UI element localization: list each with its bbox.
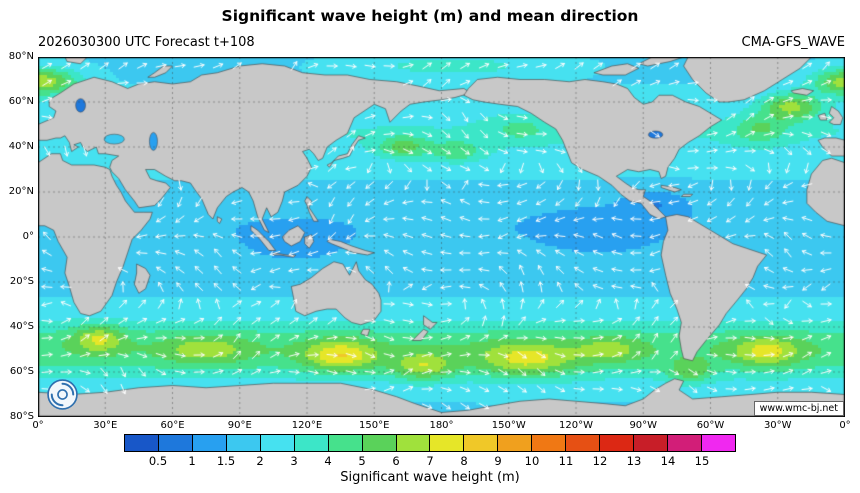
colorbar-segment — [192, 435, 227, 451]
colorbar-segment — [260, 435, 295, 451]
colorbar-segment — [362, 435, 397, 451]
colorbar-tick-label: 0.5 — [148, 454, 168, 468]
colorbar-segment — [634, 435, 668, 451]
colorbar: 0.5 1 1.5 2 3 4 5 6 7 8 9 10 11 12 13 14 15 Significant … — [124, 434, 736, 490]
lat-tick-label: 20°N — [8, 186, 34, 197]
lon-tick-label: 90°E — [227, 420, 252, 431]
lat-tick-label: 0° — [22, 231, 34, 242]
cma-logo — [47, 379, 78, 410]
colorbar-segment — [566, 435, 601, 451]
lon-tick-label: 60°E — [160, 420, 185, 431]
colorbar-tick-label: 8 — [460, 454, 468, 468]
colorbar-tick-label: 10 — [524, 454, 540, 468]
colorbar-segment — [464, 435, 499, 451]
watermark: www.wmc-bj.net — [753, 401, 844, 416]
colorbar-segment — [226, 435, 261, 451]
colorbar-segment — [532, 435, 567, 451]
colorbar-tick-label: 11 — [558, 454, 574, 468]
colorbar-segment — [701, 435, 735, 451]
model-name-label: CMA-GFS_WAVE — [741, 35, 845, 50]
lon-tick-label: 120°W — [559, 420, 593, 431]
colorbar-tick-label: 6 — [392, 454, 400, 468]
lon-tick-label: 90°W — [629, 420, 658, 431]
colorbar-swatches — [124, 434, 736, 452]
lon-tick-label: 150°E — [359, 420, 390, 431]
colorbar-tick-label: 14 — [660, 454, 676, 468]
map-area: www.wmc-bj.net — [38, 57, 845, 417]
colorbar-tick-label: 9 — [494, 454, 502, 468]
wave-height-map — [38, 57, 845, 417]
lat-tick-label: 40°S — [9, 321, 34, 332]
colorbar-caption: Significant wave height (m) — [340, 470, 520, 485]
colorbar-segment — [396, 435, 431, 451]
colorbar-segment — [430, 435, 465, 451]
colorbar-segment — [498, 435, 533, 451]
lon-tick-label: 30°E — [93, 420, 118, 431]
lon-tick-label: 120°E — [291, 420, 323, 431]
lat-tick-label: 80°S — [9, 411, 34, 422]
lat-tick-label: 60°S — [9, 366, 34, 377]
lon-tick-label: 30°W — [763, 420, 792, 431]
colorbar-tick-label: 2 — [256, 454, 264, 468]
lat-tick-label: 80°N — [8, 51, 34, 62]
colorbar-segment — [294, 435, 329, 451]
colorbar-segment — [668, 435, 702, 451]
lat-tick-label: 60°N — [8, 96, 34, 107]
colorbar-tick-label: 5 — [358, 454, 366, 468]
colorbar-tick-label: 1 — [188, 454, 196, 468]
colorbar-segment — [600, 435, 635, 451]
lon-tick-label: 0° — [839, 420, 851, 431]
colorbar-tick-label: 15 — [694, 454, 710, 468]
lon-tick-label: 150°W — [491, 420, 526, 431]
colorbar-tick-label: 4 — [324, 454, 332, 468]
colorbar-tick-label: 13 — [626, 454, 642, 468]
lat-tick-label: 40°N — [8, 141, 34, 152]
colorbar-tick-label: 1.5 — [216, 454, 236, 468]
colorbar-segment — [328, 435, 363, 451]
chart-title: Significant wave height (m) and mean dir… — [221, 7, 639, 25]
colorbar-segment — [158, 435, 193, 451]
lon-tick-label: 60°W — [696, 420, 725, 431]
colorbar-segment — [125, 435, 159, 451]
colorbar-tick-label: 3 — [290, 454, 298, 468]
lat-tick-label: 20°S — [9, 276, 34, 287]
lon-tick-label: 180° — [429, 420, 454, 431]
forecast-init-label: 2026030300 UTC Forecast t+108 — [38, 35, 255, 50]
colorbar-tick-label: 7 — [426, 454, 434, 468]
colorbar-tick-label: 12 — [592, 454, 608, 468]
lon-tick-label: 0° — [32, 420, 44, 431]
